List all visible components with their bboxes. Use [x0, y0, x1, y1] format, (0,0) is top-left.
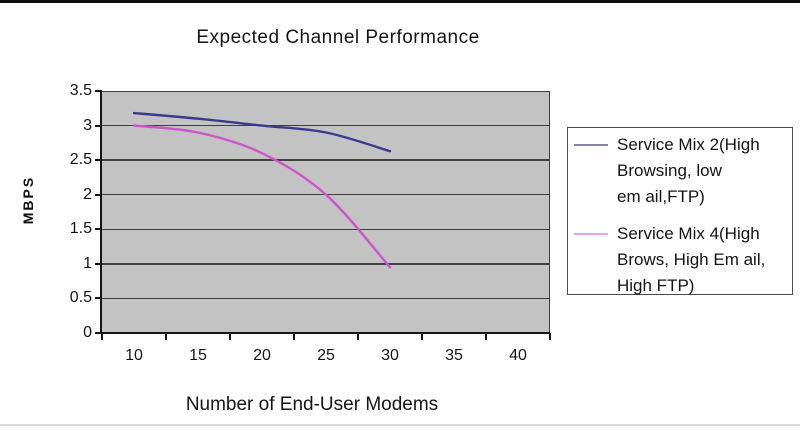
gridline-y-1: [102, 263, 550, 265]
series-line-mix2: [132, 111, 392, 153]
x-tick-label: 10: [125, 347, 143, 364]
y-axis-line: [100, 91, 102, 334]
legend-label-line: em ail,FTP): [617, 187, 705, 206]
legend-box: Service Mix 2(High Browsing, low em ail,…: [567, 127, 793, 295]
y-tick-label: 2.5: [69, 151, 92, 169]
gridline-y-0.5: [102, 297, 550, 300]
y-tick-label: 1.5: [69, 220, 92, 238]
legend-label-line: Brows, High Em ail,: [617, 250, 766, 269]
x-tick-label: 20: [253, 347, 271, 364]
bottom-divider-rule: [0, 424, 800, 426]
y-tick-mark: [95, 297, 102, 300]
x-tick-label: 15: [189, 347, 207, 364]
x-axis-title: Number of End-User Modems: [185, 394, 439, 415]
x-tick-label: 35: [445, 347, 463, 364]
legend-line-sample-mix4: [574, 233, 608, 235]
y-tick-label: 0.5: [69, 289, 92, 307]
y-tick-label: 2: [83, 185, 92, 203]
x-tick-mark: [101, 333, 103, 340]
y-tick-mark: [95, 124, 102, 127]
legend-label-line: Service Mix 2(High: [617, 135, 760, 154]
y-axis-title: MBPS: [20, 175, 36, 225]
x-tick-mark: [229, 333, 231, 340]
x-tick-label: 25: [317, 347, 335, 364]
chart-title: Expected Channel Performance: [196, 27, 480, 48]
gridline-y-1.5: [102, 228, 550, 231]
y-tick-mark: [95, 90, 102, 92]
series-lines: [132, 111, 392, 269]
x-tick-mark: [421, 333, 423, 340]
legend-entry-service-mix-4: Service Mix 4(High Brows, High Em ail, H…: [572, 221, 788, 299]
legend-label-line: Service Mix 4(High: [617, 224, 760, 243]
legend-entry-service-mix-2: Service Mix 2(High Browsing, low em ail,…: [572, 132, 788, 210]
y-tick-mark: [95, 332, 102, 334]
x-tick-label: 30: [381, 347, 399, 364]
legend-line-sample-mix2: [574, 144, 608, 146]
x-tick-mark: [293, 333, 295, 340]
gridline-y-2.5: [102, 159, 550, 161]
legend-label-mix2: Service Mix 2(High Browsing, low em ail,…: [617, 132, 760, 210]
top-divider-rule: [0, 0, 800, 3]
y-tick-mark: [95, 262, 102, 265]
y-tick-mark: [95, 193, 102, 196]
y-tick-mark: [95, 159, 102, 162]
y-tick-label: 0: [83, 324, 92, 341]
y-tick-label: 3.5: [69, 82, 92, 99]
x-tick-mark: [549, 333, 551, 340]
series-line-mix4: [132, 124, 392, 269]
legend-label-mix4: Service Mix 4(High Brows, High Em ail, H…: [617, 221, 765, 299]
legend-label-line: High FTP): [617, 276, 695, 295]
gridline-y-3: [102, 124, 550, 127]
x-tick-mark: [165, 333, 167, 340]
x-tick-mark: [357, 333, 359, 340]
y-tick-label: 3: [83, 116, 92, 134]
y-tick-mark: [95, 228, 102, 231]
x-tick-label: 40: [509, 347, 527, 364]
x-axis-line: [100, 331, 550, 334]
y-tick-label: 1: [83, 254, 92, 272]
x-tick-mark: [485, 333, 487, 340]
legend-label-line: Browsing, low: [617, 161, 722, 180]
